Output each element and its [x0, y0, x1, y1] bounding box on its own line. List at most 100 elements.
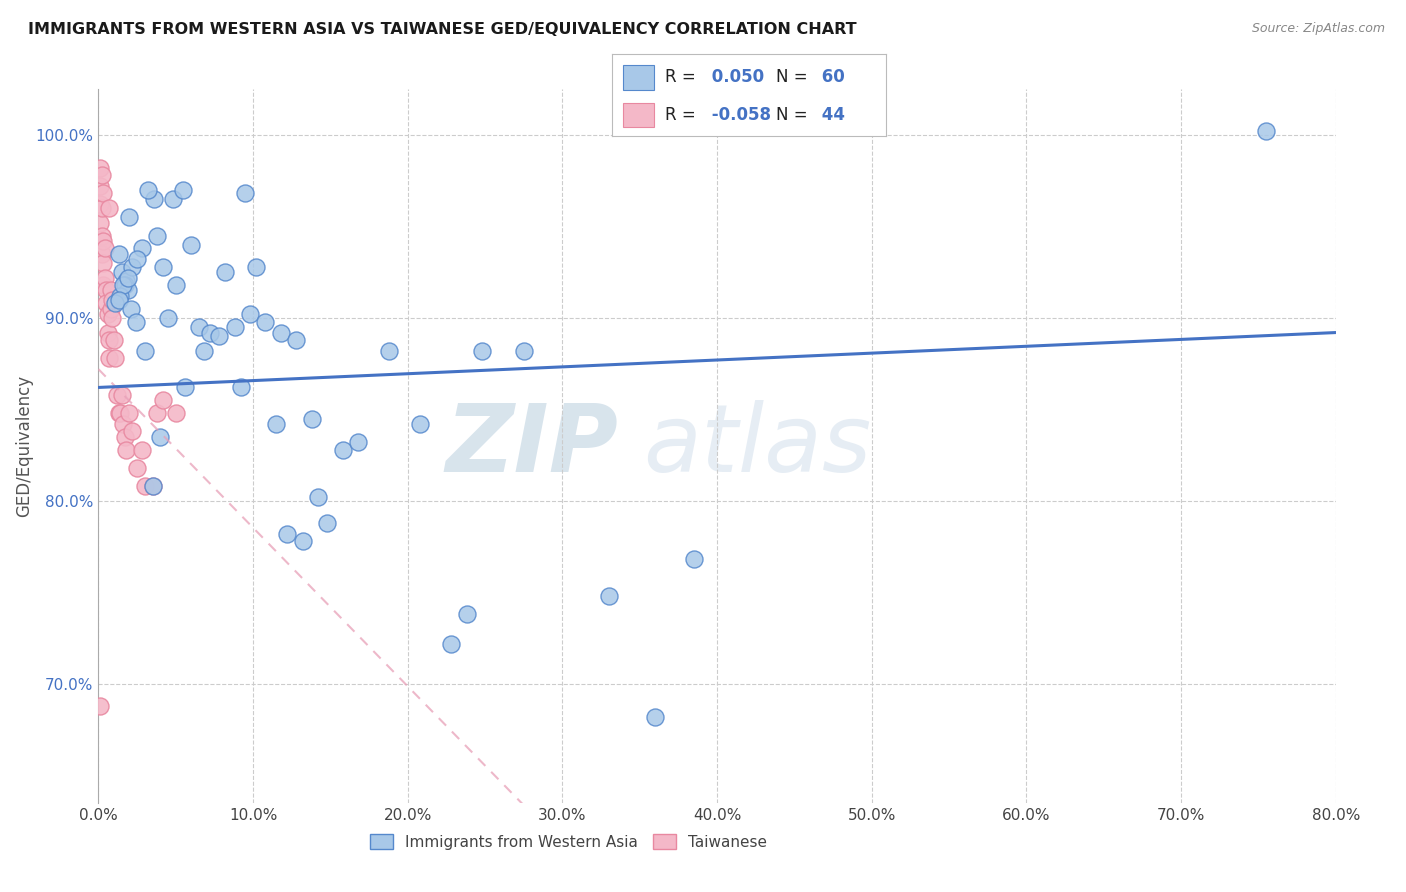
Point	[134, 343, 156, 358]
Point	[104, 296, 127, 310]
Point	[149, 430, 172, 444]
Point	[121, 260, 143, 274]
Point	[208, 329, 231, 343]
Text: 0.050: 0.050	[706, 68, 765, 86]
Point	[165, 277, 187, 292]
Point	[117, 270, 139, 285]
Point	[89, 179, 111, 194]
Point	[124, 315, 146, 329]
Text: atlas: atlas	[643, 401, 872, 491]
Point	[90, 247, 112, 261]
Point	[146, 228, 169, 243]
Point	[239, 307, 262, 321]
Point	[254, 315, 277, 329]
Point	[471, 343, 494, 358]
Point	[118, 406, 141, 420]
Text: 44: 44	[815, 105, 845, 124]
Point	[180, 237, 202, 252]
Point	[90, 201, 112, 215]
Point	[108, 289, 131, 303]
Point	[245, 260, 267, 274]
Point	[93, 241, 115, 255]
Point	[378, 343, 401, 358]
Point	[91, 256, 114, 270]
Point	[174, 380, 197, 394]
Text: R =: R =	[665, 105, 696, 124]
Point	[103, 333, 125, 347]
Text: IMMIGRANTS FROM WESTERN ASIA VS TAIWANESE GED/EQUIVALENCY CORRELATION CHART: IMMIGRANTS FROM WESTERN ASIA VS TAIWANES…	[28, 22, 856, 37]
Point	[96, 284, 118, 298]
Point	[157, 310, 180, 325]
Point	[90, 168, 112, 182]
Point	[112, 417, 135, 431]
Point	[98, 201, 121, 215]
Point	[131, 442, 153, 457]
Point	[101, 310, 124, 325]
Point	[456, 607, 478, 622]
Point	[114, 277, 136, 292]
Point	[121, 425, 143, 439]
Point	[118, 211, 141, 225]
Text: N =: N =	[776, 105, 807, 124]
Point	[89, 698, 111, 713]
Y-axis label: GED/Equivalency: GED/Equivalency	[15, 375, 34, 517]
Point	[409, 417, 432, 431]
Point	[90, 228, 112, 243]
Point	[91, 186, 114, 201]
Point	[89, 216, 111, 230]
Point	[111, 265, 132, 279]
Point	[307, 490, 329, 504]
Point	[598, 589, 620, 603]
Point	[193, 343, 215, 358]
Point	[105, 388, 128, 402]
Text: ZIP: ZIP	[446, 400, 619, 492]
Point	[98, 333, 121, 347]
Point	[120, 301, 142, 316]
Point	[115, 274, 138, 288]
Point	[111, 388, 132, 402]
Legend: Immigrants from Western Asia, Taiwanese: Immigrants from Western Asia, Taiwanese	[364, 828, 773, 855]
Point	[683, 552, 706, 566]
Point	[141, 479, 165, 493]
Point	[188, 320, 211, 334]
Point	[162, 192, 184, 206]
Point	[291, 534, 314, 549]
Point	[112, 277, 135, 292]
Point	[97, 307, 120, 321]
Point	[136, 183, 159, 197]
Point	[114, 430, 136, 444]
Point	[98, 351, 121, 366]
Point	[131, 241, 153, 255]
Text: 60: 60	[815, 68, 845, 86]
Point	[143, 192, 166, 206]
Point	[115, 442, 138, 457]
Point	[214, 265, 236, 279]
Point	[1256, 124, 1278, 138]
Point	[198, 326, 221, 340]
Text: Source: ZipAtlas.com: Source: ZipAtlas.com	[1251, 22, 1385, 36]
Point	[270, 326, 292, 340]
Point	[127, 252, 149, 267]
Point	[127, 461, 149, 475]
Point	[276, 526, 298, 541]
Point	[91, 277, 114, 292]
Point	[93, 270, 115, 285]
Point	[513, 343, 536, 358]
Point	[91, 234, 114, 248]
Point	[134, 479, 156, 493]
Point	[117, 284, 139, 298]
Point	[104, 351, 127, 366]
Point	[97, 326, 120, 340]
Point	[89, 161, 111, 175]
Point	[301, 411, 323, 425]
Point	[100, 301, 122, 316]
Point	[172, 183, 194, 197]
Point	[285, 333, 308, 347]
Text: N =: N =	[776, 68, 807, 86]
Point	[264, 417, 288, 431]
Text: -0.058: -0.058	[706, 105, 772, 124]
Point	[89, 197, 111, 211]
Point	[152, 260, 174, 274]
Point	[100, 284, 122, 298]
FancyBboxPatch shape	[623, 65, 654, 89]
